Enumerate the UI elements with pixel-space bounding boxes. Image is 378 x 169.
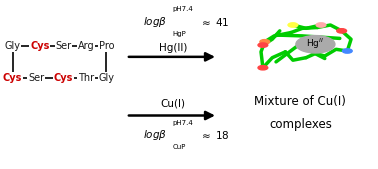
Text: Ser: Ser: [28, 73, 44, 83]
Text: log$\beta$: log$\beta$: [143, 16, 167, 29]
Text: Pro: Pro: [99, 41, 114, 51]
Text: $\approx$ 41: $\approx$ 41: [199, 17, 229, 29]
Circle shape: [258, 43, 268, 47]
Text: complexes: complexes: [269, 118, 332, 131]
Circle shape: [288, 23, 298, 27]
Text: Cys: Cys: [3, 73, 22, 83]
Text: Gly: Gly: [98, 73, 115, 83]
Text: pH7.4: pH7.4: [173, 119, 194, 126]
Text: Gly: Gly: [5, 41, 21, 51]
Text: Hg(II): Hg(II): [159, 43, 187, 53]
Circle shape: [316, 23, 326, 27]
Text: Mixture of Cu(I): Mixture of Cu(I): [254, 95, 346, 108]
Text: Cu(I): Cu(I): [160, 99, 185, 109]
Text: Arg: Arg: [78, 41, 94, 51]
Circle shape: [296, 35, 335, 53]
Circle shape: [258, 66, 268, 70]
Text: Thr: Thr: [78, 73, 94, 83]
Text: Cys: Cys: [30, 41, 50, 51]
Text: Ser: Ser: [55, 41, 71, 51]
Text: HgP: HgP: [173, 31, 187, 37]
Text: $\approx$ 18: $\approx$ 18: [199, 129, 229, 141]
Circle shape: [260, 40, 270, 44]
Text: CuP: CuP: [173, 144, 186, 150]
Text: pH7.4: pH7.4: [173, 6, 194, 13]
Circle shape: [342, 49, 352, 53]
Circle shape: [337, 29, 347, 33]
Text: Hg$^{II}$: Hg$^{II}$: [306, 37, 324, 52]
Text: log$\beta$: log$\beta$: [143, 128, 167, 142]
Text: Cys: Cys: [54, 73, 73, 83]
